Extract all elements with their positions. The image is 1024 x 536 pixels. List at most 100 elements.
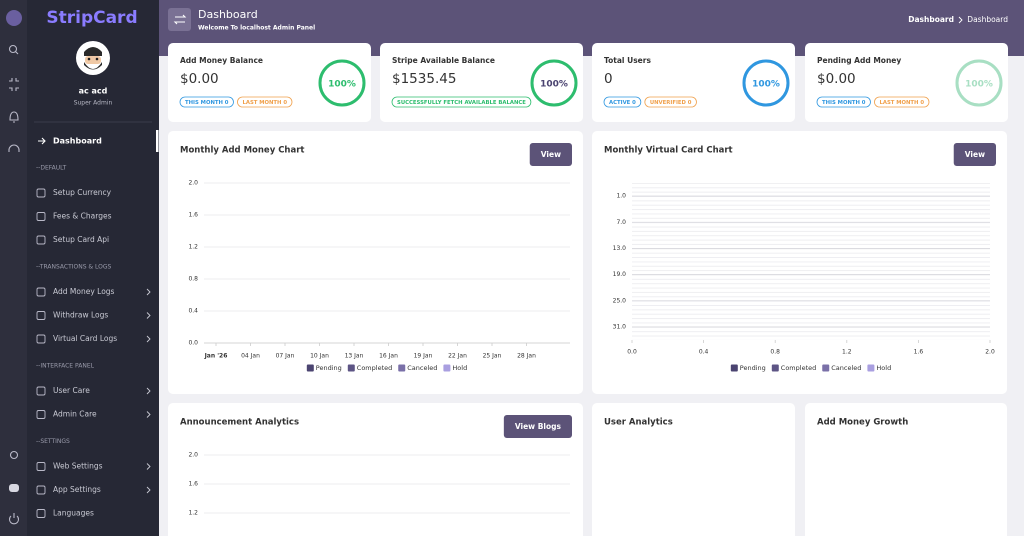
badge-outline [874, 96, 930, 108]
sidebar-toggle[interactable] [168, 8, 191, 31]
x-tick-label: 28 Jan [517, 353, 536, 360]
menu-item[interactable]: User Care [53, 386, 90, 395]
rail-search[interactable] [8, 44, 18, 54]
menu-item[interactable]: Add Money Logs [53, 287, 115, 296]
menu-section: --INTERFACE PANEL [36, 363, 95, 370]
badge-outline [603, 96, 642, 108]
user-role: Super Admin [74, 100, 113, 107]
avatar [76, 41, 110, 75]
badge-label: UNVERIFIED 0 [650, 100, 692, 106]
breadcrumb-current: Dashboard [967, 15, 1008, 24]
submenu-chevron [146, 463, 151, 470]
menu-item[interactable]: Admin Care [53, 410, 97, 419]
rail-home[interactable] [6, 10, 22, 26]
legend-label: Pending [316, 364, 342, 372]
breadcrumb-sep [958, 16, 963, 24]
x-tick-label: 0.8 [770, 349, 780, 356]
brand: StripCard [46, 8, 137, 28]
minor-grid [632, 183, 990, 340]
active-indicator [156, 130, 159, 152]
button-label: View [965, 150, 985, 159]
chart-title: Monthly Add Money Chart [180, 146, 304, 156]
y-tick-label: 0.0 [188, 340, 198, 347]
button-bg [503, 415, 572, 438]
stat-title: Pending Add Money [817, 56, 901, 65]
menu-icon [36, 311, 46, 320]
submenu-chevron [146, 486, 151, 494]
submenu-chevron [146, 288, 151, 296]
badge-outline [237, 96, 293, 108]
rail-support[interactable] [8, 144, 20, 152]
rail-icons [6, 10, 22, 525]
x-tick-label: 04 Jan [241, 353, 260, 360]
card [592, 403, 795, 536]
toggle-icon [173, 14, 187, 25]
stat-amount: 0 [604, 71, 613, 87]
menu-section: --SETTINGS [36, 438, 70, 445]
chart-title: Announcement Analytics [180, 418, 299, 428]
badge-outline [816, 96, 871, 108]
menu-icon [36, 462, 46, 471]
progress-label: 100% [965, 80, 993, 90]
badge-outline [644, 96, 697, 108]
menu-item[interactable]: Setup Card Api [53, 235, 109, 244]
rail-logout[interactable] [8, 513, 20, 525]
menu-item[interactable]: App Settings [53, 485, 101, 494]
y-tick-label: 19.0 [613, 271, 627, 278]
breadcrumb-link[interactable]: Dashboard [908, 15, 954, 24]
legend-label: Completed [781, 364, 816, 372]
chart-button[interactable]: View Blogs [503, 415, 572, 438]
rail-settings[interactable] [9, 450, 19, 460]
x-tick-label: 16 Jan [379, 353, 398, 360]
progress-label: 100% [328, 80, 356, 90]
menu-item[interactable]: Fees & Charges [53, 212, 112, 221]
menu-item[interactable]: Withdraw Logs [53, 311, 108, 320]
y-tick-label: 25.0 [613, 297, 627, 304]
progress-ring [742, 59, 790, 107]
legend-label: Hold [876, 364, 891, 372]
submenu-chevron [146, 411, 151, 418]
rail-fullscreen[interactable] [9, 78, 19, 91]
menu-icon [36, 235, 46, 245]
rail-bell[interactable] [9, 111, 19, 123]
menu-item-active[interactable]: Dashboard [53, 137, 102, 146]
legend-swatch [347, 364, 355, 372]
plot: 1.2 1.6 2.0 [188, 452, 570, 517]
stat-amount: $0.00 [180, 71, 219, 87]
menu-section: --DEFAULT [36, 165, 67, 172]
submenu-chevron [146, 312, 151, 319]
panel-title: Add Money Growth [817, 418, 908, 428]
chart-button[interactable]: View [953, 143, 996, 166]
menu-item[interactable]: Web Settings [53, 462, 103, 471]
menu-icon [36, 410, 46, 419]
button-bg [953, 143, 996, 166]
submenu-chevron [146, 335, 151, 343]
menu-item[interactable]: Setup Currency [53, 188, 112, 197]
card [592, 43, 795, 122]
card [168, 403, 583, 536]
chart-button[interactable]: View [529, 143, 572, 166]
menu-section: --TRANSACTIONS & LOGS [36, 264, 112, 271]
user-name: ac acd [79, 87, 108, 96]
x-tick-label: Jan '26 [204, 353, 228, 360]
stat-title: Add Money Balance [180, 56, 263, 65]
badge: SUCCESSFULLY FETCH AVAILABLE BALANCE [391, 96, 532, 108]
y-tick-label: 0.8 [188, 276, 198, 283]
stat-title: Stripe Available Balance [392, 56, 495, 65]
y-tick-label: 1.2 [188, 510, 198, 517]
rail-profile[interactable] [9, 484, 19, 492]
plot: 0.0 0.4 0.8 1.2 1.6 2.0 Jan '26 04 Jan 07 Jan 10 … [188, 180, 570, 360]
x-tick-label: 19 Jan [414, 353, 433, 360]
menu-item[interactable]: Languages [53, 509, 94, 518]
x-tick-label: 25 Jan [483, 353, 502, 360]
plot: 1.0 7.0 13.0 19.0 25.0 31.0 0.0 0.4 0.8 1.2 1.6 2.0 [613, 183, 995, 356]
menu-icon [36, 509, 46, 518]
x-tick-label: 1.6 [914, 349, 924, 356]
menu-item[interactable]: Virtual Card Logs [53, 334, 117, 343]
badge-label: THIS MONTH 0 [185, 100, 229, 106]
legend: Pending Completed Canceled Hold [306, 364, 467, 372]
legend-label: Canceled [407, 364, 437, 372]
legend-label: Hold [452, 364, 467, 372]
y-tick-label: 7.0 [616, 219, 626, 226]
